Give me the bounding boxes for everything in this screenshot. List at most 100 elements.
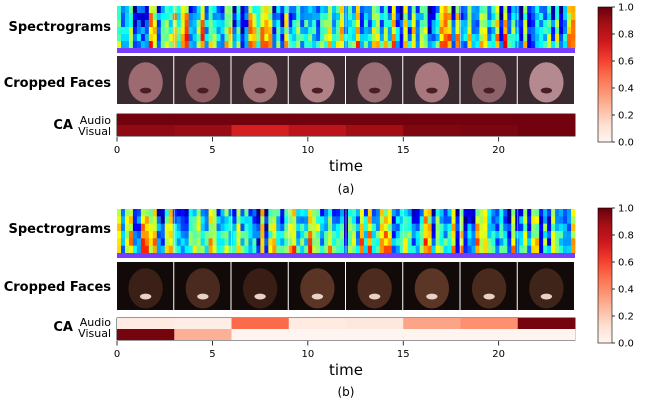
- spectrogram-cell: [383, 27, 389, 35]
- spectrogram-cell: [491, 231, 496, 239]
- spectrogram-cell: [551, 34, 556, 42]
- spectrogram-cell: [212, 209, 217, 217]
- spectrogram-cell: [367, 209, 373, 217]
- spectrogram-cell: [523, 223, 528, 232]
- spectrogram-cell: [531, 34, 536, 42]
- spectrogram-cell: [316, 6, 321, 14]
- spectrogram-cell: [336, 34, 341, 42]
- spectrogram-cell: [208, 245, 213, 254]
- spectrogram-cell: [359, 245, 365, 254]
- spectrogram-cell: [236, 6, 241, 14]
- spectrogram-cell: [132, 41, 138, 49]
- spectrogram-cell: [276, 238, 281, 247]
- spectrogram-cell: [439, 27, 444, 35]
- spectrogram-cell: [391, 27, 397, 35]
- spectrogram-cell: [228, 238, 233, 247]
- spectrogram-cell: [395, 231, 401, 239]
- spectrogram-cell: [347, 13, 353, 21]
- spectrogram-cell: [527, 13, 532, 21]
- spectrogram-cell: [511, 6, 516, 14]
- ca-cell-audio: [174, 114, 232, 125]
- spectrogram-cell: [419, 216, 425, 225]
- spectrogram-cell: [379, 238, 385, 247]
- spectrogram-cell: [415, 209, 421, 217]
- spectrogram-cell: [188, 223, 194, 232]
- spectrogram-cell: [316, 34, 321, 42]
- spectrogram-cell: [571, 245, 576, 254]
- spectrogram-cell: [264, 20, 269, 28]
- spectrogram-cell: [252, 238, 257, 247]
- spectrogram-cell: [148, 6, 154, 14]
- spectrogram-cell: [192, 216, 198, 225]
- spectrogram-cell: [200, 34, 206, 42]
- spectrogram-cell: [308, 245, 313, 254]
- spectrogram-cell: [204, 223, 209, 232]
- spectrogram-cell: [148, 27, 154, 35]
- spectrogram-cell: [507, 238, 512, 247]
- spectrogram-cell: [156, 41, 162, 49]
- spectrogram-cell: [527, 209, 532, 217]
- spectrogram-cell: [367, 238, 373, 247]
- spectrogram-cell: [164, 231, 170, 239]
- spectrogram-cell: [132, 223, 138, 232]
- spectrogram-cell: [407, 209, 413, 217]
- spectrogram-cell: [192, 231, 198, 239]
- panel-caption: (b): [338, 385, 355, 399]
- spectrogram-cell: [328, 238, 333, 247]
- spectrogram-cell: [439, 41, 444, 49]
- ca-audio-label: Audio: [80, 114, 112, 127]
- spectrogram-cell: [415, 13, 421, 21]
- spectrogram-cell: [260, 245, 265, 254]
- spectrogram-cell: [128, 27, 134, 35]
- spectrogram-cell: [387, 209, 393, 217]
- spectrogram-cell: [248, 231, 253, 239]
- spectrogram-cell: [463, 41, 468, 49]
- spectrogram-cell: [491, 245, 496, 254]
- spectrogram-cell: [439, 13, 444, 21]
- spectrogram-cell: [228, 245, 233, 254]
- spectrogram-cell: [543, 41, 548, 49]
- spectrogram-cell: [479, 20, 484, 28]
- spectrogram-cell: [136, 6, 142, 14]
- spectrogram-cell: [300, 20, 305, 28]
- spectrogram-cell: [443, 245, 448, 254]
- spectrogram-cell: [479, 216, 484, 225]
- spectrogram-cell: [351, 238, 357, 247]
- spectrogram-cell: [320, 34, 325, 42]
- spectrogram-cell: [252, 27, 257, 35]
- spectrogram-cell: [316, 209, 321, 217]
- spectrogram-cell: [216, 223, 221, 232]
- spectrogram-cell: [244, 20, 249, 28]
- spectrogram-cell: [232, 20, 237, 28]
- spectrogram-cell: [419, 231, 425, 239]
- spectrogram-cell: [411, 13, 417, 21]
- ca-cell-audio: [460, 318, 519, 329]
- spectrogram-cell: [375, 223, 381, 232]
- spectrogram-cell: [403, 20, 409, 28]
- spectrogram-cell: [160, 209, 166, 217]
- spectrogram-cell: [411, 20, 417, 28]
- spectrogram-cell: [487, 238, 492, 247]
- spectrogram-cell: [332, 231, 337, 239]
- spectrogram-cell: [152, 34, 158, 42]
- spectrogram-cell: [120, 231, 126, 239]
- spectrogram-cell: [192, 34, 198, 42]
- spectrogram-cell: [491, 209, 496, 217]
- spectrogram-cell: [256, 223, 261, 232]
- spectrogram-cell: [308, 209, 313, 217]
- spectrogram-cell: [128, 41, 134, 49]
- spectrogram-cell: [320, 209, 325, 217]
- spectrogram-cell: [316, 27, 321, 35]
- spectrogram-cell: [252, 41, 257, 49]
- spectrogram-cell: [128, 223, 134, 232]
- spectrogram-cell: [268, 34, 273, 42]
- spectrogram-cell: [403, 27, 409, 35]
- spectrogram-cell: [379, 41, 385, 49]
- spectrogram-cell: [419, 223, 425, 232]
- spectrogram-cell: [547, 238, 552, 247]
- ca-cell-visual: [288, 329, 347, 340]
- spectrogram-cell: [559, 34, 564, 42]
- spectrogram-cell: [491, 223, 496, 232]
- spectrogram-cell: [264, 238, 269, 247]
- face-thumbnail-face: [300, 62, 335, 103]
